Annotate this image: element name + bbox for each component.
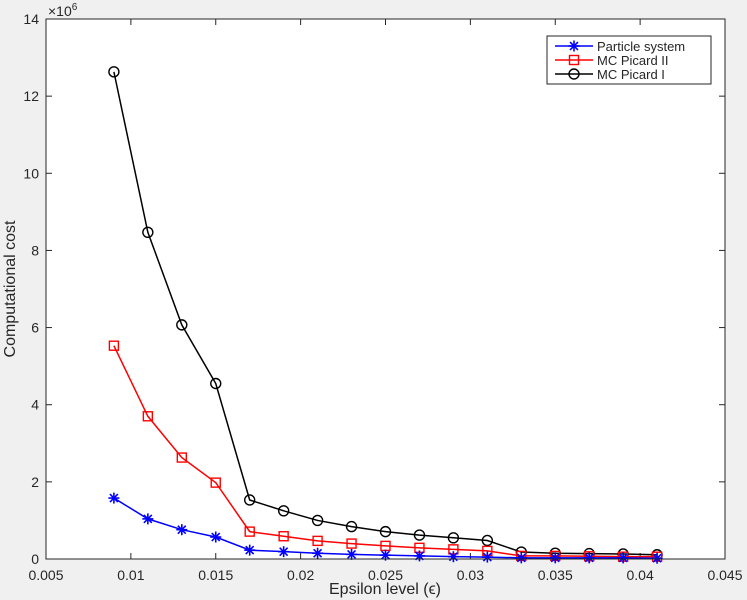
marker-stroke [482,552,492,562]
data-point-particle-system [583,552,595,564]
data-point-mc-picard-i [210,377,222,390]
data-point-mc-picard-ii [278,531,289,542]
data-point-mc-picard-ii [346,538,357,549]
data-point-particle-system [108,492,120,504]
marker-stroke [516,553,526,563]
x-tick-label: 0.005 [28,567,63,583]
data-point-particle-system [651,552,663,564]
y-axis-label: Computational cost [2,220,19,358]
y-axis-exponent: ×106 [48,2,78,19]
legend-entry-mc-picard-ii: MC Picard II [555,53,669,68]
data-point-mc-picard-i [176,319,188,331]
y-tick-label: 10 [23,165,39,181]
data-point-particle-system [210,531,222,543]
y-axis-exponent-base: ×10 [48,3,72,19]
data-point-particle-system [549,552,561,564]
x-tick-label: 0.01 [117,567,144,583]
data-point-mc-picard-i [345,520,358,533]
marker-stroke [177,525,187,535]
data-point-particle-system [176,524,188,536]
data-point-particle-system [142,513,154,525]
data-point-mc-picard-i [481,534,494,547]
x-tick-label: 0.02 [287,567,314,583]
axis-ticks: 0.005 0.01 0.015 0.02 0.025 0.03 0.035 0.04 0.04… [23,11,742,583]
marker-stroke [211,532,221,542]
data-point-mc-picard-i [447,532,460,544]
data-point-particle-system [447,551,459,563]
marker-stroke [109,493,119,503]
y-tick-label: 4 [31,397,39,413]
marker-stroke [313,548,323,558]
data-point-mc-picard-ii [176,452,188,463]
marker-stroke [652,553,662,563]
data-point-mc-picard-i [379,525,392,538]
marker-stroke [279,547,289,557]
legend-swatch-marker [568,68,580,80]
x-tick-label: 0.025 [368,567,403,583]
marker-stroke [584,553,594,563]
y-tick-label: 12 [23,88,39,104]
data-point-mc-picard-ii [142,411,154,422]
y-tick-label: 14 [23,11,39,27]
data-point-mc-picard-i [311,514,324,527]
data-point-mc-picard-i [243,494,256,506]
marker-stroke [245,545,255,555]
y-tick-label: 8 [31,242,39,258]
marker-stroke [347,549,357,559]
legend-swatch-marker [568,54,580,66]
plot-area [46,19,725,559]
series-line-mc-picard-i [113,71,658,556]
data-point-mc-picard-i [277,505,290,517]
legend-label-mc-picard-ii: MC Picard II [597,53,669,68]
marker-stroke [550,553,560,563]
data-point-particle-system [413,550,425,562]
data-point-mc-picard-ii [210,477,221,488]
series-line-mc-picard-ii [113,345,658,558]
data-point-particle-system [346,548,358,560]
data-point-particle-system [244,544,256,556]
data-point-particle-system [515,552,527,564]
x-tick-label: 0.04 [627,567,654,583]
data-point-mc-picard-i [413,529,426,541]
data-point-particle-system [312,547,324,559]
data-point-particle-system [278,546,290,558]
data-point-mc-picard-i [142,226,154,239]
plot-border [45,18,726,560]
legend-swatch-marker [568,40,580,52]
data-point-particle-system [481,551,493,563]
data-point-mc-picard-ii [108,340,120,351]
legend-label-particle-system: Particle system [597,39,685,54]
data-point-mc-picard-ii [244,526,255,537]
marker-stroke [143,514,153,524]
marker-stroke [569,41,579,51]
marker-stroke [618,553,628,563]
y-tick-label: 6 [31,320,39,336]
x-tick-label: 0.03 [457,567,484,583]
x-tick-label: 0.015 [198,567,233,583]
legend-label-mc-picard-i: MC Picard I [597,67,665,82]
legend-entry-particle-system: Particle system [555,39,685,54]
x-tick-label: 0.045 [707,567,742,583]
data-point-particle-system [617,552,629,564]
y-axis-exponent-power: 6 [72,2,78,13]
y-tick-label: 2 [31,474,39,490]
marker-stroke [380,550,391,560]
x-axis-label: Epsilon level (ϵ) [329,581,441,598]
y-tick-label: 0 [31,551,39,567]
data-point-mc-picard-ii [312,535,323,547]
legend-entry-mc-picard-i: MC Picard I [555,67,665,82]
x-tick-label: 0.035 [538,567,573,583]
data-point-mc-picard-i [108,66,120,78]
